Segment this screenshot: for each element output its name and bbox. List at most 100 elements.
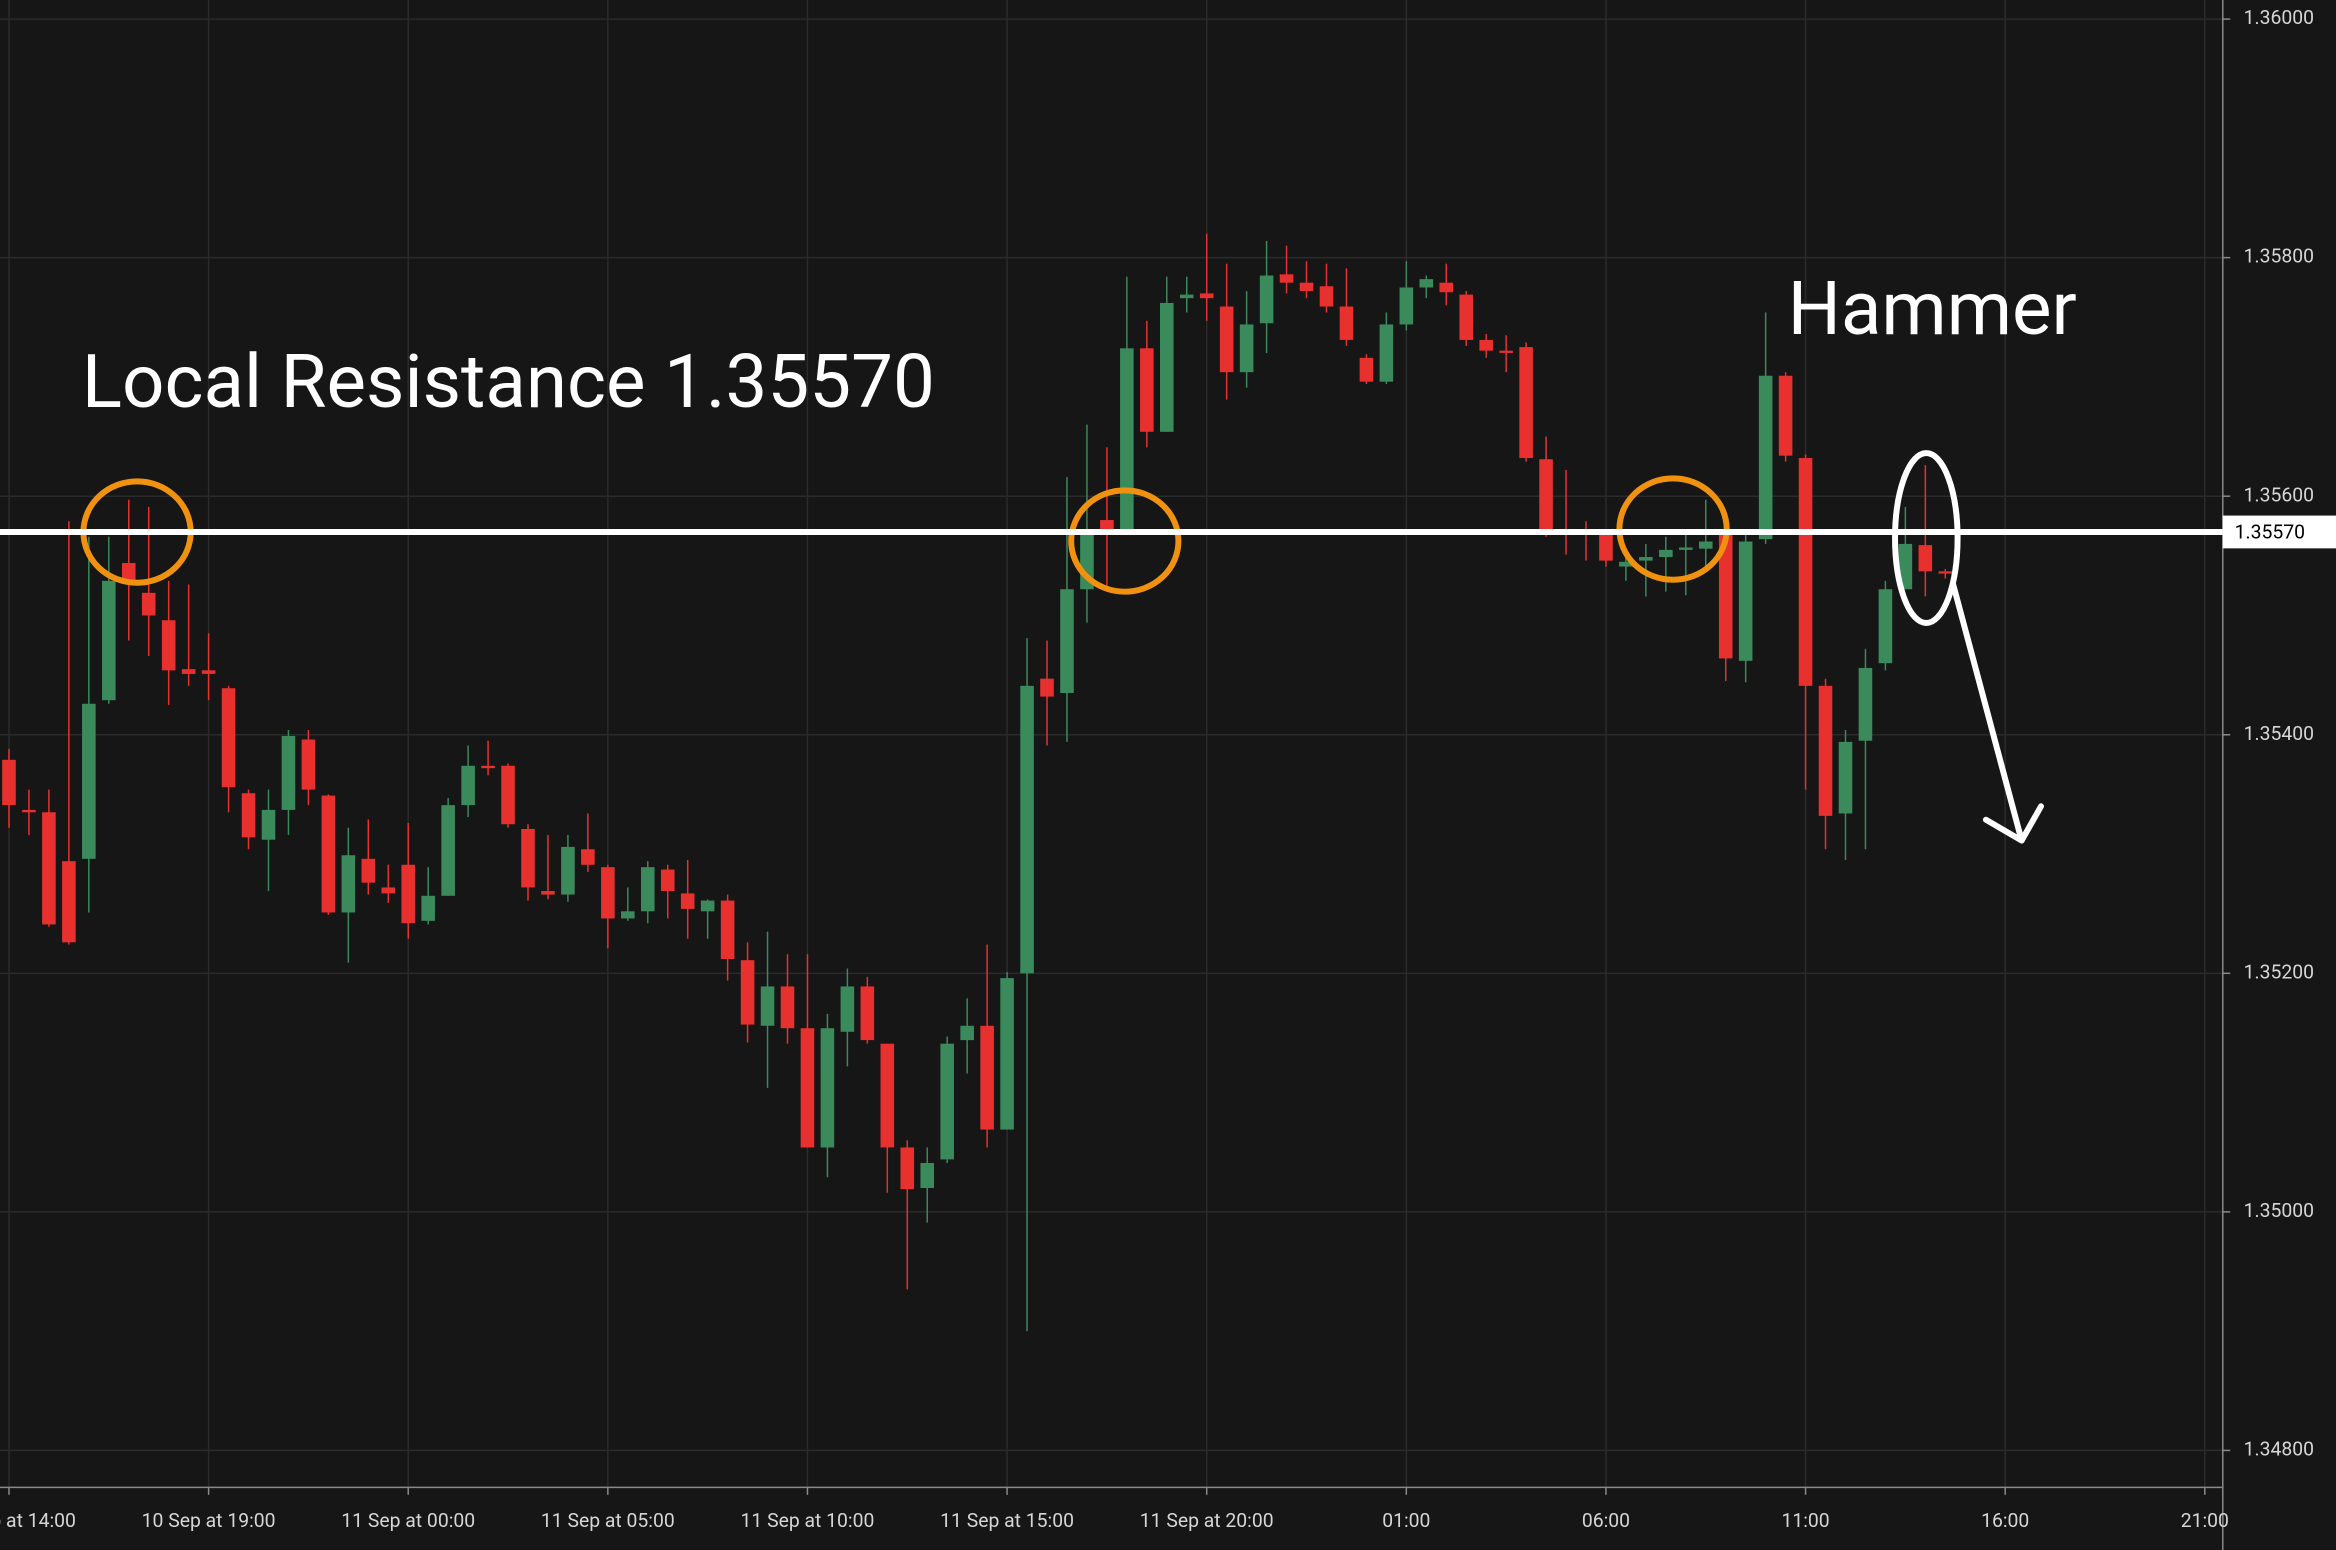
candle-body — [1040, 678, 1054, 697]
x-tick-label: 16:00 — [1981, 1509, 2029, 1532]
candle-body — [1439, 282, 1454, 293]
candle-body — [1519, 347, 1533, 459]
candle-body — [960, 1025, 974, 1041]
candle-body — [1938, 571, 1953, 574]
candle-body — [601, 867, 615, 919]
candle-body — [1778, 375, 1793, 456]
candle-body — [1299, 282, 1314, 292]
candle-body — [201, 670, 216, 674]
x-tick-label: 10 Sep at 14:00 — [0, 1509, 76, 1532]
candle-body — [640, 867, 655, 912]
candle-body — [521, 828, 535, 888]
price-label-box — [2222, 515, 2336, 549]
y-tick-label: 1.35800 — [2244, 245, 2314, 268]
candle-body — [980, 1025, 994, 1130]
candle-body — [481, 765, 495, 769]
candle-body — [1399, 287, 1414, 325]
candle-body — [1858, 667, 1873, 741]
grid — [0, 0, 2223, 1488]
candle-body — [121, 562, 136, 581]
x-tick-label: 11 Sep at 15:00 — [940, 1509, 1074, 1532]
y-tick-label: 1.35600 — [2244, 483, 2314, 506]
candle-body — [461, 765, 475, 806]
highlight-circle — [1068, 487, 1182, 595]
candle-body — [301, 739, 316, 790]
y-tick-label: 1.35200 — [2244, 960, 2314, 983]
candle-body — [1718, 533, 1733, 659]
x-tick-label: 11 Sep at 20:00 — [1140, 1509, 1274, 1532]
candle-body — [880, 1043, 895, 1148]
y-tick-label: 1.36000 — [2244, 6, 2314, 29]
x-tick-label: 21:00 — [2181, 1509, 2229, 1532]
candle-body — [1758, 375, 1773, 540]
candle-body — [1020, 685, 1034, 974]
annotation: Local Resistance 1.35570 — [82, 339, 935, 426]
candle-body — [740, 960, 755, 1025]
candle-body — [1339, 306, 1354, 340]
candle-body — [1159, 302, 1174, 432]
candle-body — [1599, 530, 1613, 561]
candle-body — [1279, 274, 1294, 283]
candle-body — [720, 900, 735, 959]
candle-body — [161, 620, 176, 671]
candle-body — [441, 805, 455, 896]
y-tick-label: 1.35000 — [2244, 1199, 2314, 1222]
candle-body — [1679, 547, 1693, 550]
candle-body — [920, 1162, 935, 1189]
candle-body — [1319, 286, 1334, 307]
candle-body — [1639, 557, 1653, 561]
x-tick-label: 11 Sep at 10:00 — [741, 1509, 875, 1532]
candle-body — [1499, 350, 1513, 353]
candle-body — [501, 765, 515, 825]
candle-body — [820, 1028, 835, 1148]
candle-body — [2, 759, 16, 806]
candle-body — [760, 986, 775, 1026]
candle-body — [660, 869, 675, 892]
candle-body — [1798, 458, 1813, 686]
candle-body — [281, 735, 296, 810]
y-tick-label: 1.34800 — [2244, 1438, 2314, 1461]
candle-body — [940, 1043, 954, 1160]
candle-body — [561, 846, 575, 895]
candle-body — [321, 795, 336, 913]
candle-body — [1179, 294, 1194, 299]
candle-body — [1379, 324, 1394, 382]
price-label: 1.35570 — [2235, 521, 2305, 544]
candle-body — [401, 864, 416, 924]
y-tick-label: 1.35400 — [2244, 722, 2314, 745]
candle-body — [1918, 545, 1933, 572]
candle-body — [700, 900, 715, 912]
candle-body — [361, 858, 376, 883]
candle-body — [840, 986, 855, 1032]
candle-body — [1818, 685, 1833, 816]
candle-body — [1419, 279, 1434, 288]
candle-body — [341, 855, 356, 913]
annotation: Hammer — [1788, 266, 2077, 353]
candle-body — [181, 669, 196, 674]
candle-body — [22, 809, 36, 813]
candle-body — [900, 1147, 915, 1190]
candle-body — [1898, 543, 1913, 590]
candle-body — [1060, 589, 1074, 694]
x-tick-label: 06:00 — [1582, 1509, 1630, 1532]
candle-body — [1359, 357, 1374, 382]
x-tick-label: 01:00 — [1382, 1509, 1430, 1532]
candle-body — [221, 688, 236, 788]
arrow — [1950, 581, 2045, 844]
candle-body — [42, 812, 56, 925]
candle-body — [381, 887, 396, 894]
candle-body — [102, 580, 116, 701]
hammer-ellipse — [1892, 450, 1961, 626]
candle-body — [1878, 589, 1893, 664]
candle-body — [1000, 978, 1014, 1130]
x-tick-label: 11 Sep at 05:00 — [541, 1509, 675, 1532]
candle-body — [1239, 324, 1254, 373]
axes: 1.34800 1.35000 1.35200 1.35400 1.35600 1.358… — [0, 6, 2314, 1532]
x-tick-label: 10 Sep at 19:00 — [142, 1509, 276, 1532]
candle-body — [1120, 348, 1134, 531]
candle-body — [82, 703, 96, 859]
candle-body — [1459, 294, 1474, 340]
candle-body — [1619, 561, 1633, 567]
